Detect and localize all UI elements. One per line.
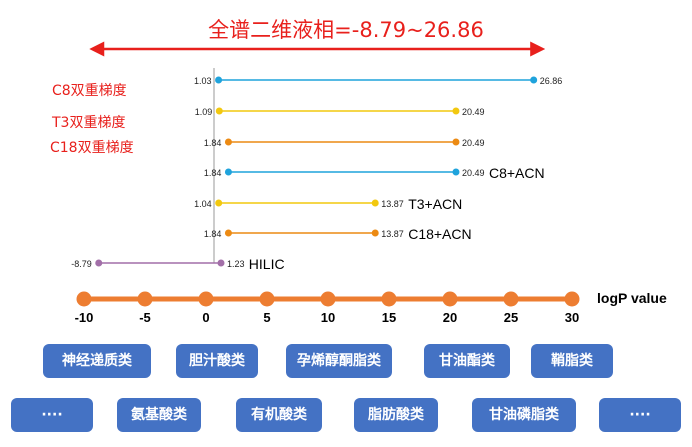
axis-tick-marker (320, 291, 336, 307)
series-end-label: 13.87 (381, 229, 404, 239)
category-tag: 有机酸类 (236, 398, 322, 432)
method-label-c8: C8双重梯度 (52, 83, 127, 99)
category-tag: ···· (11, 398, 93, 432)
series-end-point (452, 107, 460, 115)
axis-tick-marker (381, 291, 397, 307)
axis-tick-label: 30 (565, 310, 579, 325)
series-end-point (217, 259, 225, 267)
series-name-label: C8+ACN (489, 165, 545, 181)
series-end-point (530, 76, 538, 84)
axis-tick-label: 5 (263, 310, 270, 325)
category-tag: 孕烯醇酮脂类 (286, 344, 392, 378)
series-name-label: T3+ACN (408, 196, 462, 212)
category-tag: ···· (599, 398, 681, 432)
axis-tick-marker (564, 291, 580, 307)
axis-tick-marker (76, 291, 92, 307)
series-start-label: 1.84 (204, 138, 222, 148)
series-end-label: 20.49 (462, 168, 485, 178)
category-tag: 脂肪酸类 (354, 398, 438, 432)
category-tag: 甘油酯类 (424, 344, 510, 378)
series-end-label: 20.49 (462, 138, 485, 148)
series-start-label: 1.04 (194, 199, 212, 209)
series-start-label: 1.84 (204, 168, 222, 178)
axis-tick-marker (137, 291, 153, 307)
category-tag: 神经递质类 (43, 344, 151, 378)
series-name-label: HILIC (249, 256, 285, 272)
series-start-label: 1.03 (194, 76, 212, 86)
series-start-point (215, 76, 223, 84)
axis-tick-marker (259, 291, 275, 307)
axis-tick-label: 15 (382, 310, 396, 325)
method-label-c18: C18双重梯度 (50, 140, 134, 156)
axis-tick-marker (503, 291, 519, 307)
series-end-point (371, 199, 379, 207)
method-label-t3: T3双重梯度 (52, 115, 126, 131)
series-start-label: 1.09 (195, 107, 213, 117)
axis-label: logP value (597, 290, 667, 306)
axis-tick-label: 0 (202, 310, 209, 325)
category-tag: 甘油磷脂类 (472, 398, 576, 432)
series-end-label: 26.86 (540, 76, 563, 86)
category-tag: 胆汁酸类 (176, 344, 258, 378)
category-tag: 鞘脂类 (531, 344, 613, 378)
page-title: 全谱二维液相=-8.79~26.86 (208, 18, 484, 42)
series-name-label: C18+ACN (408, 226, 471, 242)
axis-tick-marker (198, 291, 214, 307)
series-start-label: -8.79 (71, 259, 92, 269)
axis-tick-label: 10 (321, 310, 335, 325)
series-end-label: 13.87 (381, 199, 404, 209)
category-tag: 氨基酸类 (117, 398, 201, 432)
series-start-point (224, 229, 232, 237)
series-start-point (215, 107, 223, 115)
axis-tick-label: 25 (504, 310, 518, 325)
series-end-point (452, 168, 460, 176)
series-end-point (371, 229, 379, 237)
axis-tick-label: -5 (139, 310, 151, 325)
series-start-point (215, 199, 223, 207)
series-start-label: 1.84 (204, 229, 222, 239)
series-end-label: 20.49 (462, 107, 485, 117)
axis-tick-label: -10 (75, 310, 94, 325)
series-start-point (224, 138, 232, 146)
series-start-point (95, 259, 103, 267)
axis-tick-marker (442, 291, 458, 307)
axis-tick-label: 20 (443, 310, 457, 325)
series-end-label: 1.23 (227, 259, 245, 269)
series-end-point (452, 138, 460, 146)
series-start-point (224, 168, 232, 176)
